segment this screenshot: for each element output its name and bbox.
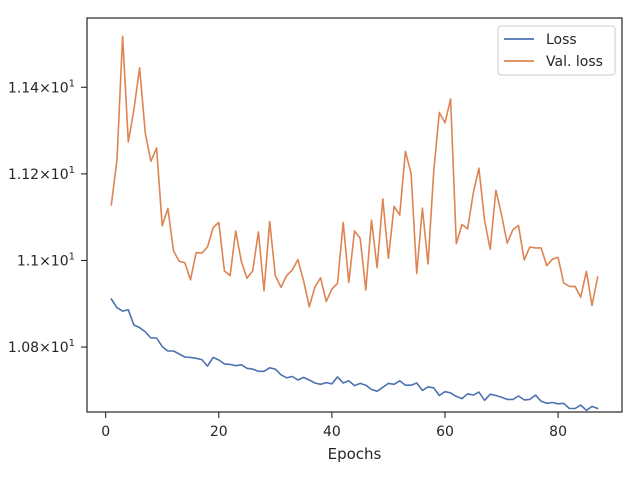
x-tick-label: 40 (323, 424, 341, 440)
plot-area (110, 35, 599, 412)
y-tick-label: 1.08×101 (8, 338, 75, 356)
x-tick-label: 20 (210, 424, 228, 440)
plot-frame (86, 17, 623, 413)
legend-label-0: Loss (546, 32, 577, 48)
x-tick-label: 0 (101, 424, 110, 440)
y-tick-label: 1.1×101 (17, 251, 75, 269)
x-tick-label: 80 (549, 424, 567, 440)
y-tick-label: 1.14×101 (8, 78, 75, 96)
x-tick-label: 60 (436, 424, 454, 440)
legend-label-1: Val. loss (546, 54, 603, 70)
y-tick-label: 1.12×101 (8, 165, 75, 183)
axes: 0 20 40 60 80 1.08×101 1.1×101 1.12×101 1.14×101 (8, 17, 623, 440)
series-line-0 (110, 298, 599, 412)
x-axis-label: Epochs (328, 445, 382, 463)
legend: Loss Val. loss (497, 25, 616, 76)
series-line-1 (110, 35, 599, 308)
